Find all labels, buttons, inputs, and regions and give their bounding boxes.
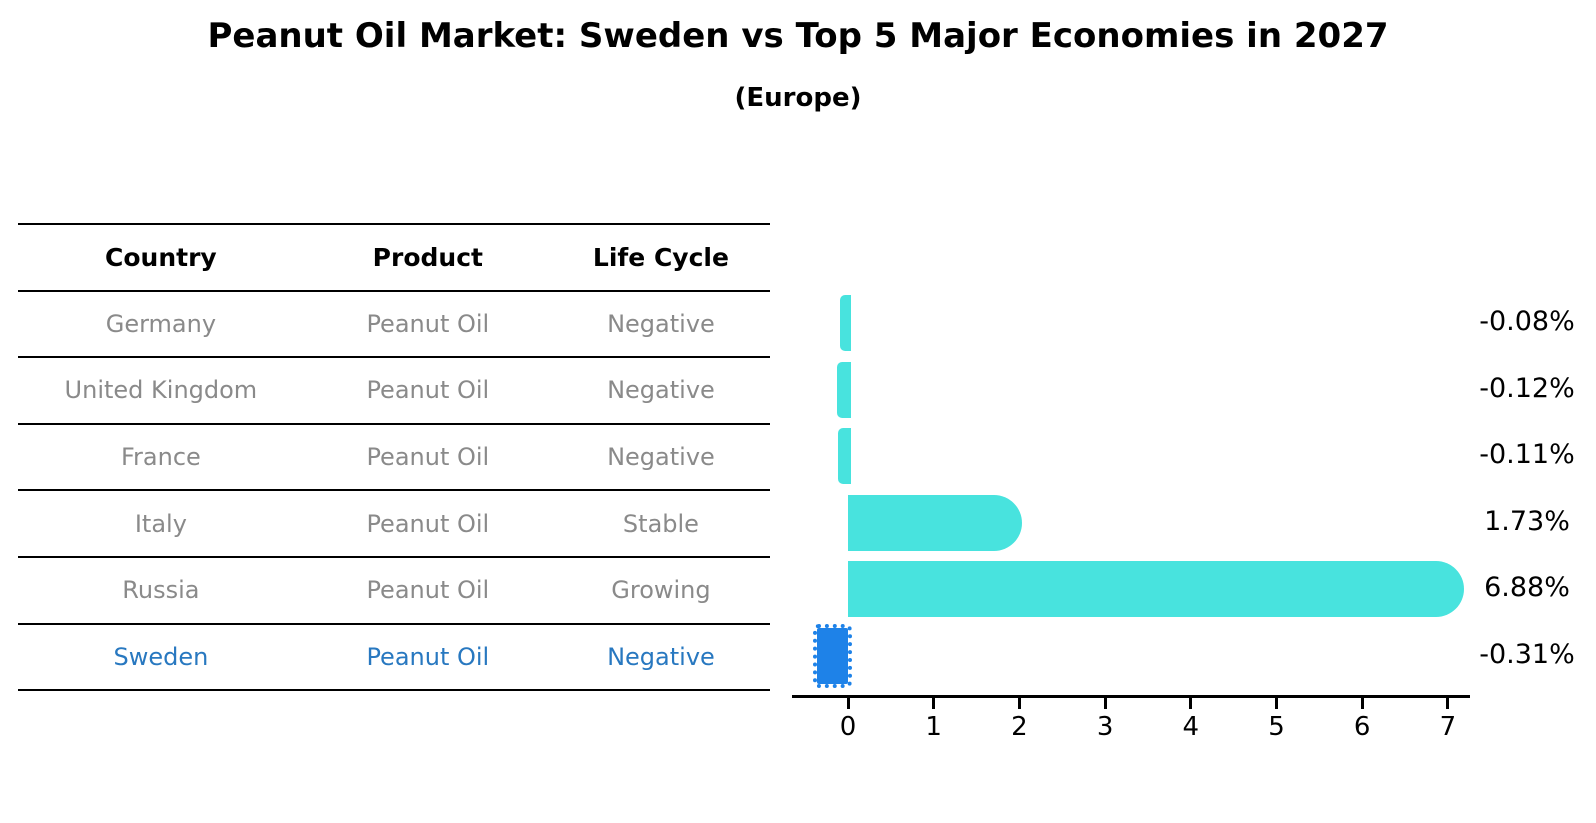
bar-germany — [840, 294, 851, 351]
x-axis-tick-4 — [1189, 697, 1193, 709]
cell-product: Peanut Oil — [366, 642, 490, 671]
x-axis-tick-0 — [846, 697, 850, 709]
cell-product: Peanut Oil — [366, 576, 490, 605]
cell-lifecycle: Negative — [607, 443, 715, 472]
col-header-lifecycle: Life Cycle — [592, 242, 729, 272]
value-label-france: -0.11% — [1479, 439, 1575, 471]
x-axis-tick-6 — [1360, 697, 1364, 709]
cell-product: Peanut Oil — [366, 509, 490, 538]
cell-country: United Kingdom — [64, 376, 258, 405]
cell-country: Sweden — [113, 642, 209, 671]
x-axis-tick-label-4: 4 — [1182, 712, 1200, 742]
table-row-united-kingdom: United Kingdom Peanut Oil Negative — [18, 358, 770, 425]
value-label-italy: 1.73% — [1484, 505, 1570, 537]
x-axis-tick-2 — [1017, 697, 1021, 709]
chart-title: Peanut Oil Market: Sweden vs Top 5 Major… — [207, 16, 1389, 56]
value-label-united-kingdom: -0.12% — [1479, 372, 1575, 404]
cell-product: Peanut Oil — [366, 376, 490, 405]
bar-france — [837, 428, 851, 485]
x-axis-tick-label-7: 7 — [1439, 712, 1457, 742]
cell-product: Peanut Oil — [366, 309, 490, 338]
x-axis-tick-label-1: 1 — [925, 712, 942, 742]
x-axis-line — [792, 695, 1470, 698]
country-table: Country Product Life Cycle Germany Peanut Oi… — [18, 223, 770, 692]
bar-russia — [848, 561, 1464, 618]
cell-lifecycle: Negative — [607, 376, 715, 405]
x-axis-tick-label-3: 3 — [1096, 712, 1114, 742]
table-row-germany: Germany Peanut Oil Negative — [18, 292, 770, 359]
table-row-sweden: Sweden Peanut Oil Negative — [18, 625, 770, 692]
col-header-country: Country — [105, 242, 217, 272]
cell-country: Russia — [122, 576, 200, 605]
x-axis-tick-label-2: 2 — [1011, 712, 1028, 742]
value-label-germany: -0.08% — [1479, 305, 1575, 337]
table-row-italy: Italy Peanut Oil Stable — [18, 491, 770, 558]
cell-lifecycle: Stable — [622, 509, 699, 538]
bar-sweden — [813, 623, 852, 688]
value-label-russia: 6.88% — [1484, 572, 1570, 604]
col-header-product: Product — [372, 242, 483, 272]
chart-subtitle: (Europe) — [734, 83, 862, 113]
bar-italy — [848, 494, 1023, 551]
cell-lifecycle: Negative — [607, 642, 715, 671]
value-label-sweden: -0.31% — [1479, 638, 1575, 670]
x-axis-tick-label-5: 5 — [1268, 712, 1285, 742]
table-row-france: France Peanut Oil Negative — [18, 425, 770, 492]
bar-united-kingdom — [836, 361, 851, 418]
x-axis-tick-5 — [1275, 697, 1278, 709]
cell-lifecycle: Growing — [611, 576, 711, 605]
x-axis-tick-label-0: 0 — [839, 712, 857, 742]
x-axis-tick-1 — [932, 697, 936, 709]
x-axis-tick-label-6: 6 — [1353, 712, 1371, 742]
cell-country: Germany — [105, 309, 217, 338]
cell-lifecycle: Negative — [607, 309, 715, 338]
x-axis-tick-7 — [1446, 697, 1450, 709]
table-header-row: Country Product Life Cycle — [18, 225, 770, 292]
x-axis-tick-3 — [1103, 697, 1107, 709]
cell-country: Italy — [134, 509, 187, 538]
table-row-russia: Russia Peanut Oil Growing — [18, 558, 770, 625]
cell-product: Peanut Oil — [366, 443, 490, 472]
cell-country: France — [120, 443, 201, 472]
